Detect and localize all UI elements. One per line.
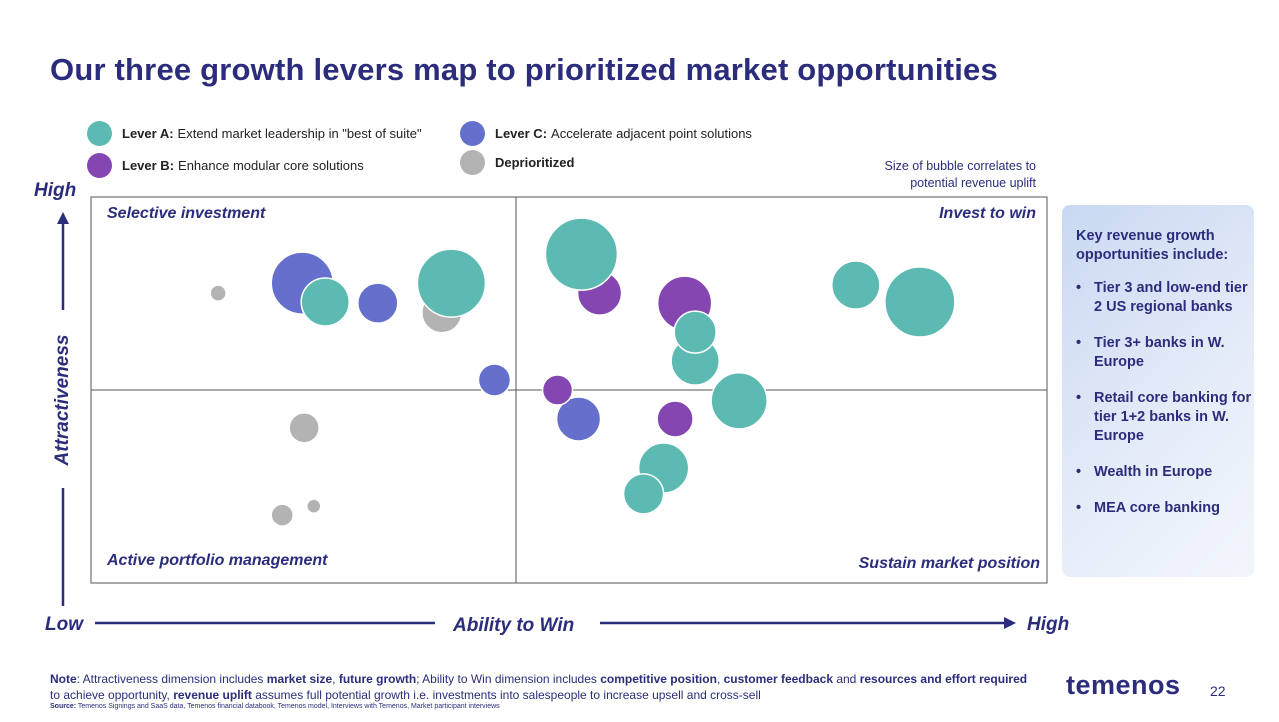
legend-lever-c: Lever C: Accelerate adjacent point soluti… <box>460 121 752 146</box>
bubble-lever-a <box>416 248 487 318</box>
bubble-lever-a <box>622 473 665 515</box>
footnote-segment: to achieve opportunity, <box>50 688 174 702</box>
footnote-segment: customer feedback <box>723 672 833 686</box>
footnote-segment: Note <box>50 672 77 686</box>
bubble-lever-c <box>477 363 512 397</box>
footnote-segment: , <box>716 672 724 686</box>
quadrant-bottom-right: Sustain market position <box>858 555 1040 572</box>
footnote-segment: ; Ability to Win dimension includes <box>416 672 601 686</box>
footnote-segment: and <box>833 672 860 686</box>
list-item: MEA core banking <box>1076 499 1254 518</box>
legend-key: Lever A: <box>122 126 174 141</box>
legend-key: Deprioritized <box>495 155 575 170</box>
source-note: Source: Temenos Signings and SaaS data, … <box>50 703 500 710</box>
legend-lever-b: Lever B: Enhance modular core solutions <box>87 153 364 178</box>
x-axis-label: Ability to Win <box>453 615 575 636</box>
bubbles <box>209 217 956 527</box>
bubble-lever-a <box>710 372 768 430</box>
list-item: Retail core banking for tier 1+2 banks i… <box>1076 389 1254 446</box>
x-axis-arrowhead <box>1004 617 1016 629</box>
y-axis-arrowhead <box>57 212 69 224</box>
y-axis-high-label: High <box>34 180 77 201</box>
bubble-lever-b <box>541 374 574 406</box>
legend-lever-a: Lever A: Extend market leadership in "bes… <box>87 121 422 146</box>
list-item: Tier 3+ banks in W. Europe <box>1076 334 1254 372</box>
legend-text: Accelerate adjacent point solutions <box>551 126 752 141</box>
legend-key: Lever B: <box>122 158 175 173</box>
teal-dot-icon <box>87 121 112 146</box>
footnote-segment: assumes full potential growth i.e. inves… <box>251 688 761 702</box>
bubble-size-note: Size of bubble correlates to potential r… <box>885 158 1036 192</box>
bubble-lever-a <box>831 260 881 310</box>
legend-deprioritized: Deprioritized <box>460 150 578 175</box>
temenos-logo: temenos <box>1066 670 1181 700</box>
x-axis-high-label: High <box>1027 614 1070 635</box>
bubble-lever-a <box>300 277 350 327</box>
bubble-lever-a <box>544 217 619 291</box>
purple-dot-icon <box>87 153 112 178</box>
quadrant-top-right: Invest to win <box>939 205 1036 222</box>
bubble-lever-a <box>884 266 956 338</box>
legend-key: Lever C: <box>495 126 548 141</box>
size-note-line: Size of bubble correlates to <box>884 159 1036 173</box>
blue-dot-icon <box>460 121 485 146</box>
legend-text: Extend market leadership in "best of sui… <box>177 126 422 141</box>
list-item: Tier 3 and low-end tier 2 US regional ba… <box>1076 279 1254 317</box>
bubble-deprioritized <box>305 498 322 514</box>
size-note-line: potential revenue uplift <box>910 176 1036 190</box>
bubble-lever-a <box>673 310 717 354</box>
bubble-lever-b <box>656 400 694 438</box>
page-title: Our three growth levers map to prioritiz… <box>50 52 998 87</box>
bubble-deprioritized <box>288 412 320 444</box>
quadrant-top-left: Selective investment <box>107 205 266 222</box>
footnote-segment: revenue uplift <box>173 688 252 702</box>
bubble-deprioritized <box>209 284 227 302</box>
source-label: Source: <box>50 703 77 710</box>
page-number: 22 <box>1210 683 1226 699</box>
bubble-lever-c <box>555 396 602 442</box>
footnote-segment: resources and effort required <box>859 672 1028 686</box>
gray-dot-icon <box>460 150 485 175</box>
footnote: Note: Attractiveness dimension includes … <box>50 671 1040 703</box>
list-item: Wealth in Europe <box>1076 463 1254 482</box>
source-text: Temenos Signings and SaaS data, Temenos … <box>77 703 500 710</box>
footnote-segment: future growth <box>338 672 417 686</box>
panel-heading: Key revenue growth opportunities include… <box>1076 228 1229 263</box>
x-axis-low-label: Low <box>45 614 83 635</box>
bubble-deprioritized <box>270 503 294 527</box>
bubble-lever-c <box>357 282 399 324</box>
y-axis-label: Attractiveness <box>52 334 73 466</box>
footnote-segment: competitive position <box>600 672 717 686</box>
opportunity-list: Tier 3 and low-end tier 2 US regional ba… <box>1062 279 1254 518</box>
footnote-segment: : Attractiveness dimension includes <box>76 672 267 686</box>
key-opportunities-panel: Key revenue growth opportunities include… <box>1062 205 1254 577</box>
footnote-segment: , <box>332 672 339 686</box>
footnote-segment: market size <box>266 672 333 686</box>
quadrant-bottom-left: Active portfolio management <box>107 552 328 569</box>
legend-text: Enhance modular core solutions <box>178 158 364 173</box>
